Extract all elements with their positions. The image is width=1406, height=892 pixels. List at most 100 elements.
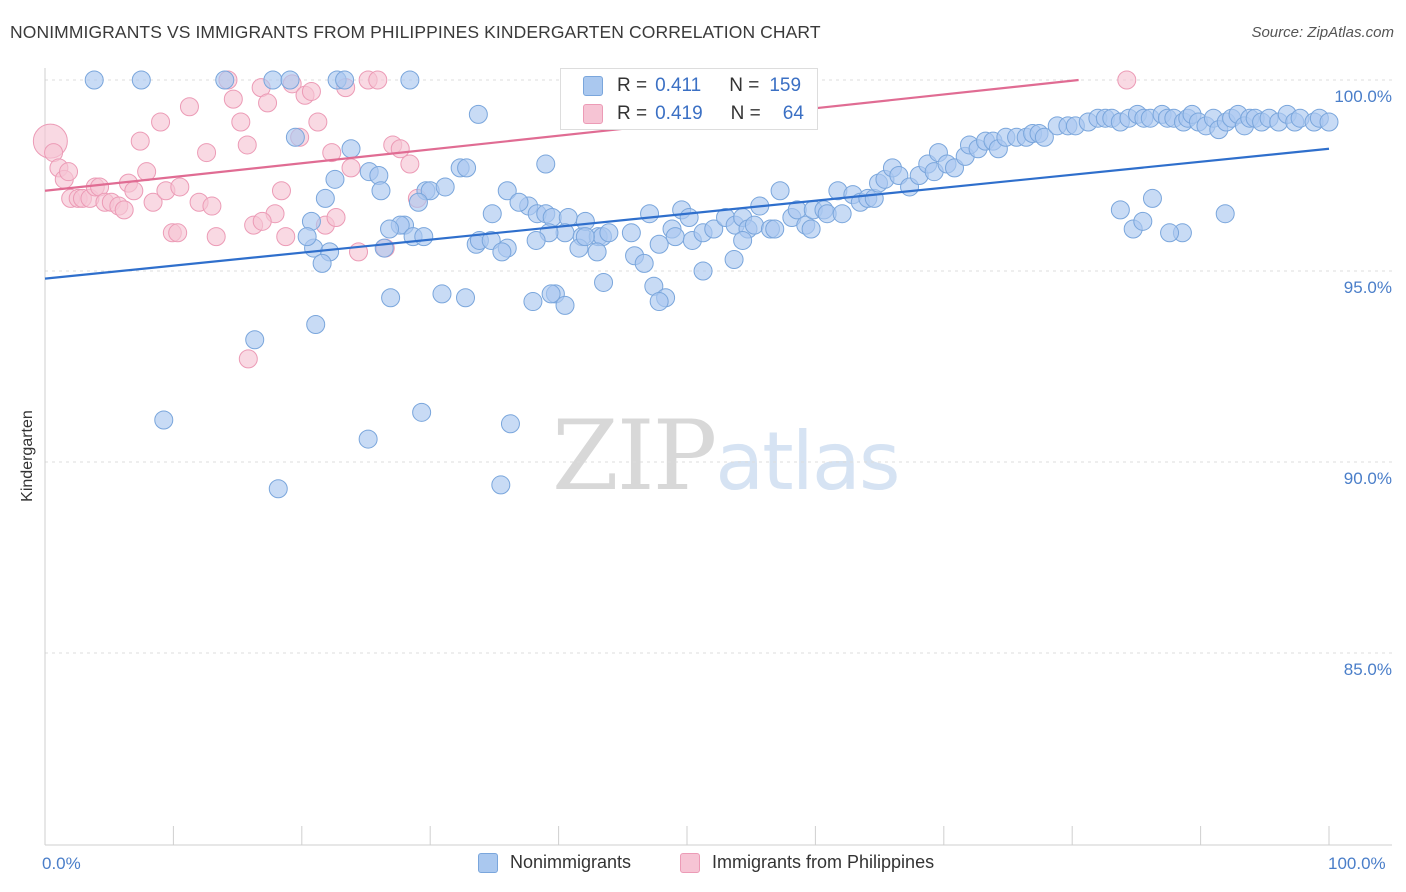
data-point-blue xyxy=(536,154,556,174)
data-point-blue xyxy=(154,410,174,430)
data-point-blue xyxy=(482,204,502,224)
y-tick-label: 100.0% xyxy=(1334,87,1392,106)
data-point-blue xyxy=(414,227,434,247)
stats-row-nonimmigrants: R = 0.411 N = 159 xyxy=(583,75,801,97)
data-point-blue xyxy=(245,330,265,350)
data-point-blue xyxy=(412,402,432,422)
data-point-pink xyxy=(258,93,278,113)
data-point-blue xyxy=(468,104,488,124)
data-point-pink xyxy=(276,227,296,247)
data-point-blue xyxy=(280,70,300,90)
trend-line-nonimmigrants xyxy=(44,147,1330,280)
data-point-blue xyxy=(341,139,361,159)
data-point-blue xyxy=(285,127,305,147)
data-point-blue xyxy=(306,314,326,334)
data-point-pink xyxy=(326,208,346,228)
trend-lines xyxy=(44,78,1330,280)
data-point-blue xyxy=(500,414,520,434)
data-point-pink xyxy=(238,349,258,369)
data-point-blue xyxy=(325,169,345,189)
data-point-blue xyxy=(509,192,529,212)
data-point-pink xyxy=(197,143,217,163)
data-point-blue xyxy=(744,215,764,235)
stats-r-label: R = xyxy=(617,75,648,96)
data-point-pink xyxy=(130,131,150,151)
stats-legend: R = 0.411 N = 159 R = 0.419 N = 64 xyxy=(560,68,818,130)
data-point-pink xyxy=(271,181,291,201)
data-point-blue xyxy=(765,219,785,239)
data-point-pink xyxy=(202,196,222,216)
data-point-blue xyxy=(679,208,699,228)
data-point-pink xyxy=(1117,70,1137,90)
data-point-blue xyxy=(371,181,391,201)
legend-label: Immigrants from Philippines xyxy=(712,852,935,872)
x-tick-label-max: 100.0% xyxy=(1328,854,1386,873)
data-point-blue xyxy=(374,238,394,258)
data-point-blue xyxy=(621,223,641,243)
chart-title: NONIMMIGRANTS VS IMMIGRANTS FROM PHILIPP… xyxy=(10,22,821,42)
data-point-pink xyxy=(114,200,134,220)
data-point-blue xyxy=(1319,112,1339,132)
data-point-pink xyxy=(400,154,420,174)
data-point-blue xyxy=(492,242,512,262)
data-point-blue xyxy=(575,227,595,247)
x-tick-label-min: 0.0% xyxy=(42,854,81,873)
legend-swatch-blue xyxy=(478,852,498,873)
data-point-blue xyxy=(1133,211,1153,231)
data-point-blue xyxy=(408,192,428,212)
data-point-blue xyxy=(526,230,546,250)
y-axis-label: Kindergarten xyxy=(19,410,36,502)
watermark-zip: ZIP xyxy=(552,400,717,512)
data-point-blue xyxy=(1110,200,1130,220)
legend-item-immigrants[interactable]: Immigrants from Philippines xyxy=(680,852,934,873)
data-point-blue xyxy=(263,70,283,90)
data-point-blue xyxy=(770,181,790,201)
y-tick-label: 95.0% xyxy=(1343,278,1392,297)
data-point-blue xyxy=(541,284,561,304)
data-point-blue xyxy=(649,292,669,312)
data-point-blue xyxy=(523,292,543,312)
watermark: ZIPatlas xyxy=(552,400,901,512)
data-point-blue xyxy=(457,158,477,178)
data-point-blue xyxy=(665,227,685,247)
data-point-blue xyxy=(315,188,335,208)
data-point-blue xyxy=(640,204,660,224)
chart-source: Source: ZipAtlas.com xyxy=(1251,24,1394,41)
data-point-blue xyxy=(649,234,669,254)
stats-swatch-blue xyxy=(583,76,603,96)
data-point-pink xyxy=(322,143,342,163)
data-point-blue xyxy=(84,70,104,90)
legend-swatch-pink xyxy=(680,852,700,873)
data-point-blue xyxy=(497,181,517,201)
data-point-pink xyxy=(151,112,171,132)
legend-label: Nonimmigrants xyxy=(510,852,632,872)
data-point-pink xyxy=(168,223,188,243)
data-point-pink xyxy=(341,158,361,178)
data-point-pink xyxy=(59,162,79,182)
data-point-blue xyxy=(1142,188,1162,208)
data-point-blue xyxy=(1034,127,1054,147)
data-point-blue xyxy=(733,230,753,250)
data-point-blue xyxy=(297,227,317,247)
legend-item-nonimmigrants[interactable]: Nonimmigrants xyxy=(478,852,631,873)
data-point-blue xyxy=(594,272,614,292)
data-point-pink xyxy=(170,177,190,197)
data-point-blue xyxy=(724,250,744,270)
stats-swatch-pink xyxy=(583,104,603,124)
stats-n-label: N = xyxy=(730,103,761,124)
stats-r-label: R = xyxy=(617,103,648,124)
data-point-pink xyxy=(231,112,251,132)
chart-legend: Nonimmigrants Immigrants from Philippine… xyxy=(0,852,1406,878)
stats-n-label: N = xyxy=(729,75,760,96)
axes xyxy=(44,68,1392,846)
stats-r-value: 0.411 xyxy=(655,75,702,96)
stats-r-value: 0.419 xyxy=(655,103,703,124)
data-point-blue xyxy=(704,219,724,239)
data-point-blue xyxy=(335,70,355,90)
data-point-blue xyxy=(381,288,401,308)
data-point-pink xyxy=(223,89,243,109)
data-point-blue xyxy=(456,288,476,308)
data-point-blue xyxy=(400,70,420,90)
data-point-blue xyxy=(380,219,400,239)
data-point-pink xyxy=(143,192,163,212)
